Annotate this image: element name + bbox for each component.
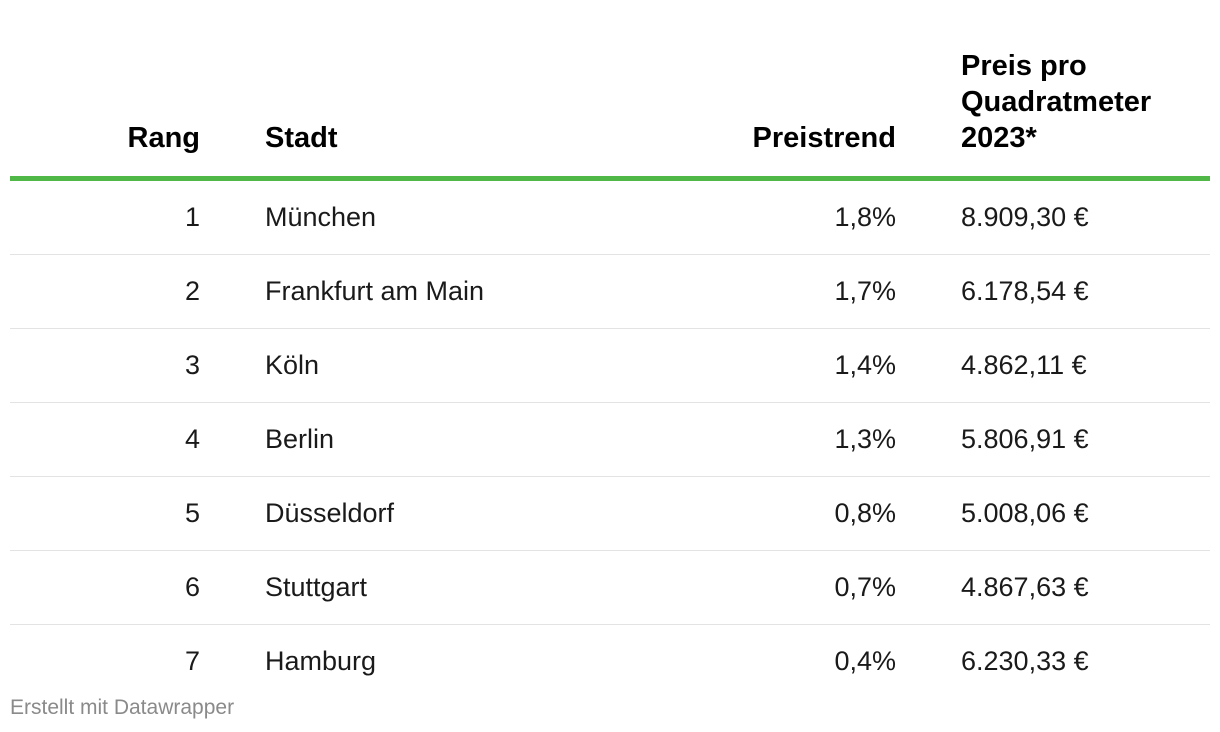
- table-row: 3 Köln 1,4% 4.862,11 €: [10, 328, 1210, 403]
- data-table: Rang Stadt Preistrend Preis pro Quadratm…: [10, 40, 1210, 698]
- cell-rank: 3: [10, 328, 200, 403]
- cell-price: 4.862,11 €: [896, 328, 1210, 403]
- cell-trend: 1,3%: [625, 402, 896, 477]
- table-row: 2 Frankfurt am Main 1,7% 6.178,54 €: [10, 254, 1210, 329]
- cell-price: 6.230,33 €: [961, 646, 1089, 676]
- table-header-row: Rang Stadt Preistrend Preis pro Quadratm…: [10, 40, 1210, 181]
- cell-trend: 1,7%: [625, 254, 896, 329]
- table-row: 7 Hamburg 0,4% 6.230,33 €: [10, 625, 1210, 699]
- cell-rank: 2: [10, 254, 200, 329]
- cell-city: Stuttgart: [200, 550, 625, 625]
- cell-price: 4.867,63 €: [896, 550, 1210, 625]
- cell-city: Hamburg: [265, 646, 377, 676]
- table-row: 1 München 1,8% 8.909,30 €: [10, 178, 1210, 255]
- table-row: 5 Düsseldorf 0,8% 5.008,06 €: [10, 476, 1210, 551]
- cell-trend: 1,8%: [625, 178, 896, 255]
- cell-city: München: [200, 178, 625, 255]
- cell-trend: 0,4%: [834, 646, 896, 676]
- data-table-container: Rang Stadt Preistrend Preis pro Quadratm…: [10, 40, 1210, 698]
- cell-rank: 7: [184, 646, 200, 676]
- cell-rank: 6: [10, 550, 200, 625]
- cell-trend: 1,4%: [625, 328, 896, 403]
- header-price-line1: Preis pro: [961, 50, 1087, 82]
- cell-rank: 5: [10, 476, 200, 551]
- cell-price: 6.178,54 €: [896, 254, 1210, 329]
- cell-price: 5.008,06 €: [896, 476, 1210, 551]
- header-price: Preis pro Quadratmeter 2023*: [896, 40, 1210, 181]
- table-row: 4 Berlin 1,3% 5.806,91 €: [10, 402, 1210, 477]
- header-city: Stadt: [200, 40, 625, 181]
- table-body: 1 München 1,8% 8.909,30 €2 Frankfurt am Main…: [10, 178, 1210, 699]
- cell-price: 8.909,30 €: [896, 178, 1210, 255]
- cell-rank: 1: [10, 178, 200, 255]
- header-trend: Preistrend: [625, 40, 896, 181]
- cell-city: Frankfurt am Main: [200, 254, 625, 329]
- cell-price: 5.806,91 €: [896, 402, 1210, 477]
- cell-rank: 4: [10, 402, 200, 477]
- cell-trend: 0,7%: [625, 550, 896, 625]
- cell-trend: 0,8%: [625, 476, 896, 551]
- footer-credit: Erstellt mit Datawrapper: [10, 696, 235, 719]
- cell-city: Düsseldorf: [200, 476, 625, 551]
- table-row: 6 Stuttgart 0,7% 4.867,63 €: [10, 550, 1210, 625]
- header-price-line2: Quadratmeter 2023*: [961, 86, 1152, 154]
- header-rank: Rang: [10, 40, 200, 181]
- cell-city: Berlin: [200, 402, 625, 477]
- cell-city: Köln: [200, 328, 625, 403]
